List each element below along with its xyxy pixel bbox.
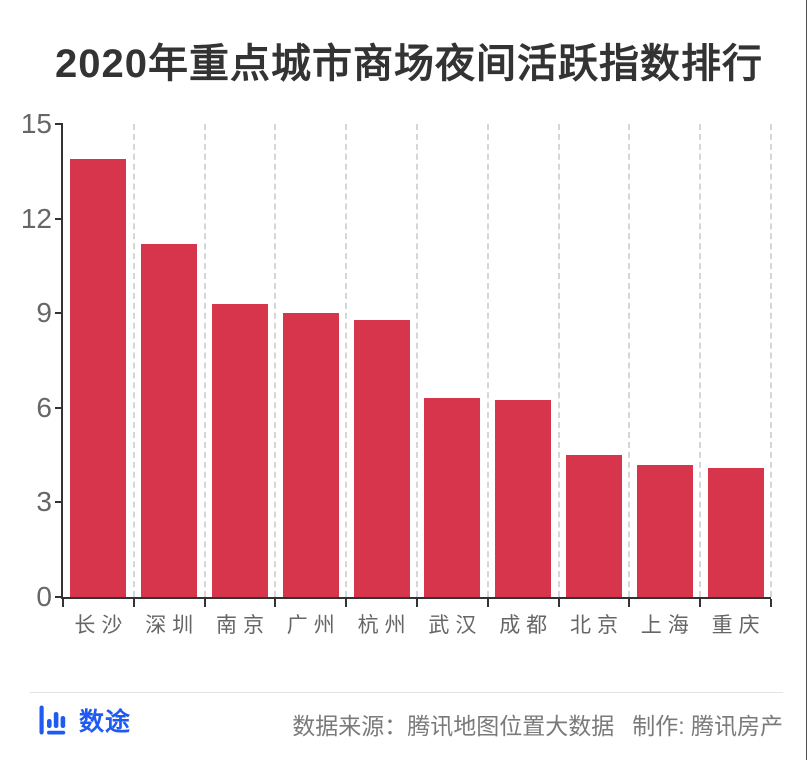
gridline-6 (486, 124, 489, 597)
right-edge-line (806, 0, 807, 760)
x-axis-label-杭州: 杭州 (357, 614, 412, 637)
y-axis-tick-6 (55, 406, 63, 409)
y-axis-tick-12 (55, 217, 63, 220)
bar-北京 (566, 455, 622, 597)
gridline-4 (345, 124, 348, 597)
x-axis-label-北京: 北京 (569, 614, 624, 637)
bar-重庆 (707, 467, 764, 597)
logo: 数途 (38, 702, 131, 738)
y-axis-tick-3 (55, 501, 63, 504)
maker-text: 制作: 腾讯房产 (632, 713, 783, 739)
gridline-2 (203, 124, 206, 597)
y-axis-tick-15 (55, 123, 63, 125)
x-axis-label-成都: 成都 (499, 614, 554, 637)
x-axis-tick-5 (416, 599, 418, 607)
x-axis-tick-8 (628, 599, 631, 607)
bar-广州 (282, 313, 339, 597)
x-axis-label-深圳: 深圳 (145, 614, 200, 637)
gridline-10 (770, 124, 772, 597)
y-axis-tick-9 (55, 312, 63, 315)
x-axis-tick-4 (345, 599, 348, 607)
y-axis-label-6: 6 (36, 391, 52, 423)
y-axis-label-15: 15 (20, 108, 52, 139)
axis-frame (61, 124, 771, 599)
x-axis-label-南京: 南京 (215, 614, 270, 637)
footer-credits: 数据来源：腾讯地图位置大数据 制作: 腾讯房产 (292, 707, 783, 741)
gridline-3 (274, 124, 277, 597)
y-axis-label-0: 0 (36, 581, 52, 612)
x-axis-label-上海: 上海 (640, 614, 695, 637)
x-axis-tick-3 (274, 599, 277, 607)
bar-上海 (636, 464, 693, 597)
bar-杭州 (353, 319, 410, 597)
x-axis-tick-2 (203, 599, 206, 607)
data-source-text: 数据来源：腾讯地图位置大数据 (292, 713, 615, 739)
y-axis-label-12: 12 (20, 202, 52, 234)
x-axis-label-长沙: 长沙 (74, 614, 129, 637)
x-axis-tick-7 (557, 599, 560, 607)
y-axis-label-9: 9 (36, 297, 52, 329)
x-axis-label-重庆: 重庆 (711, 614, 766, 637)
bar-长沙 (70, 158, 127, 597)
x-axis-tick-6 (486, 599, 489, 607)
logo-text: 数途 (79, 708, 132, 736)
y-axis-tick-0 (55, 596, 63, 598)
bar-chart-logo-icon (38, 704, 70, 736)
x-axis-tick-0 (62, 599, 64, 607)
bar-成都 (495, 399, 552, 597)
gridline-1 (132, 124, 135, 597)
footer-divider (30, 692, 783, 693)
x-axis-label-广州: 广州 (286, 614, 341, 637)
bar-南京 (212, 303, 268, 597)
gridline-9 (699, 124, 702, 597)
bar-武汉 (424, 398, 481, 597)
x-axis-label-武汉: 武汉 (428, 614, 483, 637)
x-axis-tick-10 (770, 599, 772, 607)
gridline-5 (416, 124, 418, 597)
x-axis-tick-1 (132, 599, 135, 607)
x-axis-tick-9 (699, 599, 702, 607)
bar-深圳 (141, 243, 198, 597)
chart-title: 2020年重点城市商场夜间活跃指数排行 (55, 42, 763, 86)
gridline-7 (557, 124, 560, 597)
gridline-8 (628, 124, 631, 597)
y-axis-label-3: 3 (36, 486, 52, 518)
